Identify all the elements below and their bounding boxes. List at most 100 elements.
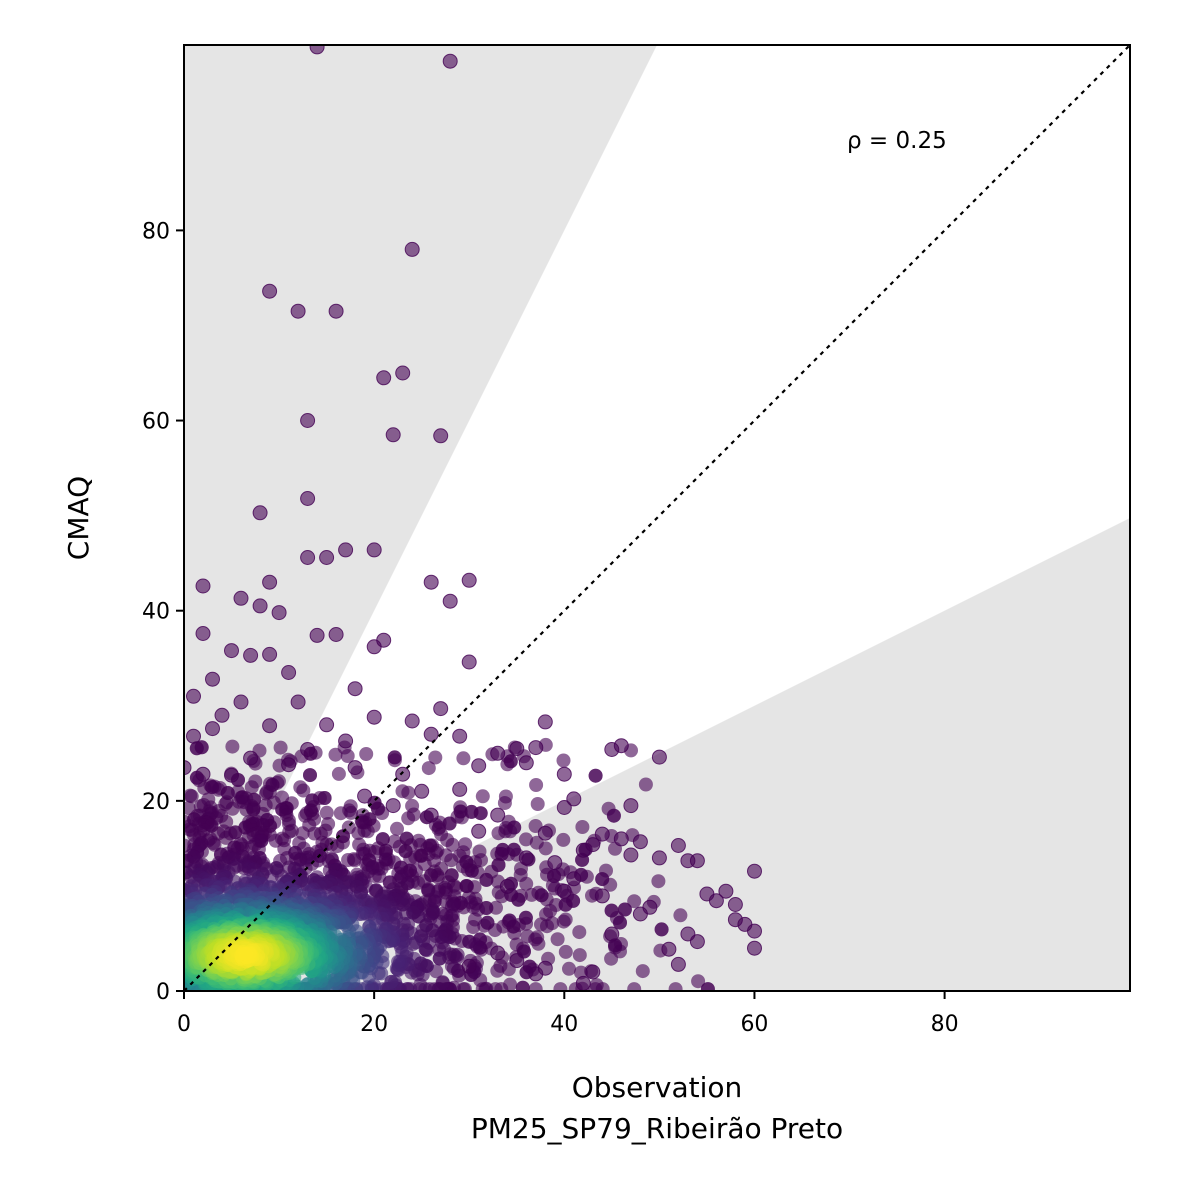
data-point xyxy=(219,830,233,845)
x-tick-label: 60 xyxy=(740,1012,768,1037)
y-tick-label: 0 xyxy=(156,980,170,1005)
data-point xyxy=(585,888,599,903)
data-point xyxy=(239,802,254,817)
data-point xyxy=(491,826,506,841)
data-point xyxy=(489,900,503,915)
data-point xyxy=(307,826,322,841)
outlier-point xyxy=(262,574,278,590)
outlier-point xyxy=(613,831,629,847)
data-point xyxy=(500,757,515,772)
outlier-point xyxy=(471,758,487,774)
outlier-point xyxy=(243,750,259,766)
outlier-point xyxy=(290,303,306,319)
outlier-point xyxy=(661,941,677,957)
data-point xyxy=(556,914,571,929)
data-point xyxy=(519,876,534,891)
outlier-point xyxy=(528,740,544,756)
data-point xyxy=(530,797,545,811)
plot-frame xyxy=(183,44,1131,992)
data-point xyxy=(606,808,621,823)
outlier-point xyxy=(281,757,297,773)
outlier-point xyxy=(623,847,639,863)
data-point xyxy=(490,846,505,861)
outlier-point xyxy=(566,791,582,807)
outlier-point xyxy=(214,707,230,723)
data-point xyxy=(534,917,548,932)
y-tick-label: 80 xyxy=(142,219,170,244)
outlier-point xyxy=(556,800,572,815)
outlier-point xyxy=(452,781,468,797)
outlier-point xyxy=(747,923,762,939)
outlier-point xyxy=(433,701,449,717)
outlier-point xyxy=(233,694,249,710)
data-point xyxy=(428,750,443,765)
x-axis-title: Observation xyxy=(572,1071,743,1104)
outlier-point xyxy=(747,940,762,956)
outlier-point xyxy=(727,897,743,912)
outlier-point xyxy=(575,975,591,991)
y-axis-ticks: 0 20 40 60 80 xyxy=(142,219,184,1005)
outlier-point xyxy=(338,733,354,749)
outlier-point xyxy=(186,688,201,704)
y-axis-title: CMAQ xyxy=(62,476,95,560)
outlier-point xyxy=(689,934,705,950)
data-point xyxy=(390,821,404,836)
data-point xyxy=(550,932,565,947)
outlier-point xyxy=(708,893,724,909)
data-point xyxy=(341,853,356,867)
outlier-point xyxy=(518,850,534,866)
outlier-point xyxy=(395,365,411,381)
outlier-point xyxy=(471,823,487,839)
data-point xyxy=(264,869,279,884)
outlier-point xyxy=(556,766,572,782)
data-point xyxy=(387,753,402,768)
outlier-point xyxy=(670,956,686,972)
outlier-point xyxy=(300,491,316,506)
outlier-point xyxy=(262,283,278,299)
outlier-point xyxy=(309,45,325,55)
x-axis-subtitle: PM25_SP79_Ribeirão Preto xyxy=(471,1112,843,1145)
data-point xyxy=(475,789,490,804)
outlier-point xyxy=(490,807,506,823)
outlier-point xyxy=(243,647,259,663)
data-point xyxy=(556,753,571,768)
data-point xyxy=(575,820,590,834)
x-tick-label: 80 xyxy=(931,1012,959,1037)
data-point xyxy=(432,942,447,957)
outlier-point xyxy=(233,590,249,606)
data-point xyxy=(460,863,475,877)
data-point xyxy=(604,951,619,966)
data-point xyxy=(328,747,343,762)
data-point xyxy=(572,948,587,963)
outlier-point xyxy=(718,883,734,899)
outlier-point xyxy=(395,766,411,782)
data-point xyxy=(700,982,715,991)
data-point xyxy=(515,980,530,991)
data-point xyxy=(184,789,199,804)
outlier-point xyxy=(442,53,458,69)
data-point xyxy=(529,778,544,792)
outlier-point xyxy=(642,899,658,915)
outlier-point xyxy=(404,241,420,257)
outlier-point xyxy=(747,863,762,879)
outlier-point xyxy=(347,681,363,697)
data-point xyxy=(367,869,382,884)
data-point xyxy=(497,796,512,810)
outlier-point xyxy=(290,694,306,710)
data-point xyxy=(351,826,366,841)
outlier-point xyxy=(490,745,506,761)
outlier-point xyxy=(357,788,373,804)
outlier-point xyxy=(433,428,449,444)
outlier-point xyxy=(224,643,239,659)
outlier-point xyxy=(461,654,477,670)
outlier-point xyxy=(224,767,239,783)
outlier-point xyxy=(556,883,572,899)
outlier-point xyxy=(300,742,316,757)
data-point xyxy=(627,894,642,909)
data-point xyxy=(197,781,212,796)
data-point xyxy=(562,961,576,976)
outlier-point xyxy=(528,966,544,982)
outlier-point xyxy=(300,550,316,565)
x-tick-label: 20 xyxy=(360,1012,388,1037)
data-point xyxy=(589,978,604,991)
